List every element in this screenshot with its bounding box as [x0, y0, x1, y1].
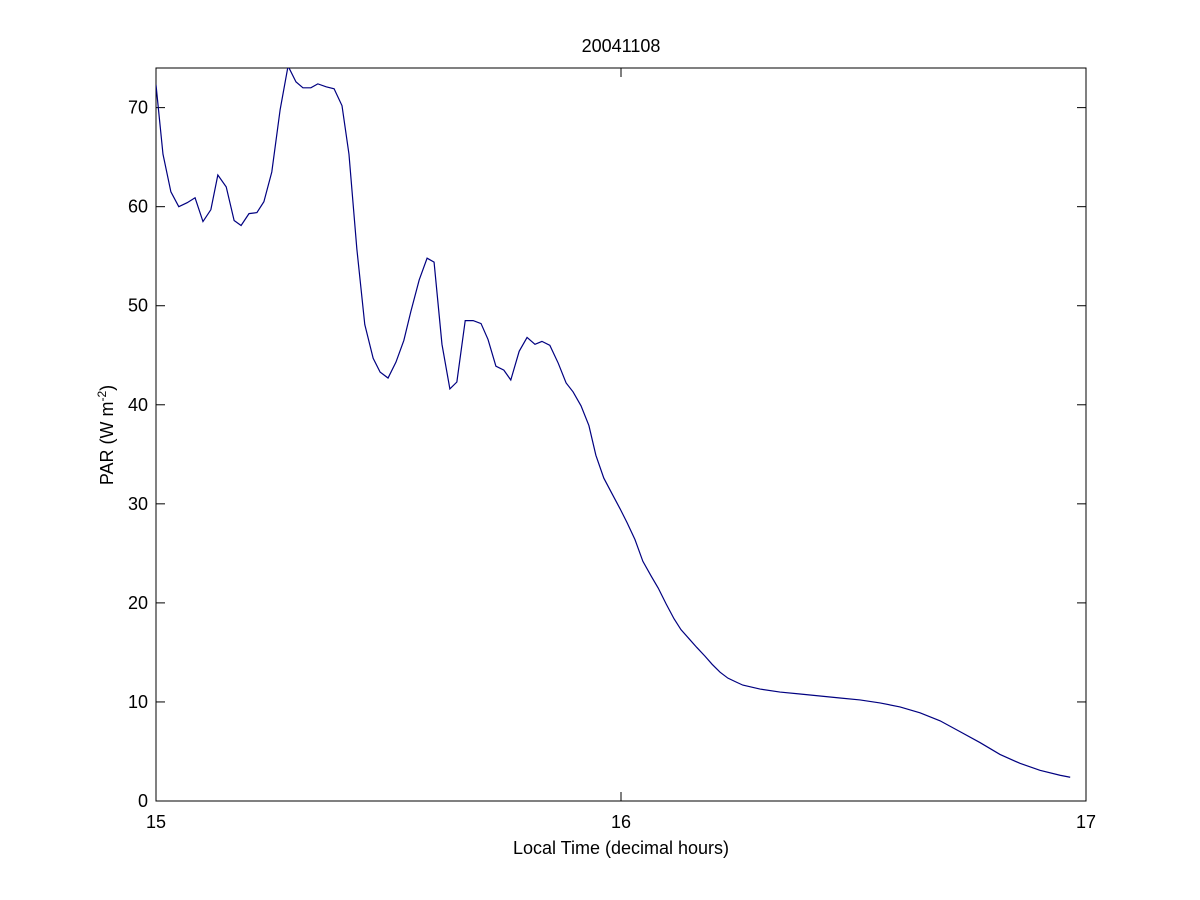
y-tick-label: 10: [128, 692, 148, 712]
y-tick-label: 0: [138, 791, 148, 811]
y-tick-label: 20: [128, 593, 148, 613]
chart-title: 20041108: [582, 36, 661, 56]
x-axis-label: Local Time (decimal hours): [513, 838, 729, 858]
y-axis-label: PAR (W m-2): [95, 385, 117, 485]
data-line: [156, 68, 1071, 778]
y-tick-label: 50: [128, 296, 148, 316]
y-tick-label: 30: [128, 494, 148, 514]
y-tick-label: 70: [128, 98, 148, 118]
y-axis-label-text: PAR (W m: [97, 402, 117, 486]
y-tick-label: 60: [128, 197, 148, 217]
y-axis-label-superscript: -2: [95, 391, 109, 402]
y-tick-label: 40: [128, 395, 148, 415]
x-tick-label: 16: [611, 812, 631, 832]
x-tick-label: 17: [1076, 812, 1096, 832]
y-axis-label-suffix: ): [97, 385, 117, 391]
x-tick-label: 15: [146, 812, 166, 832]
